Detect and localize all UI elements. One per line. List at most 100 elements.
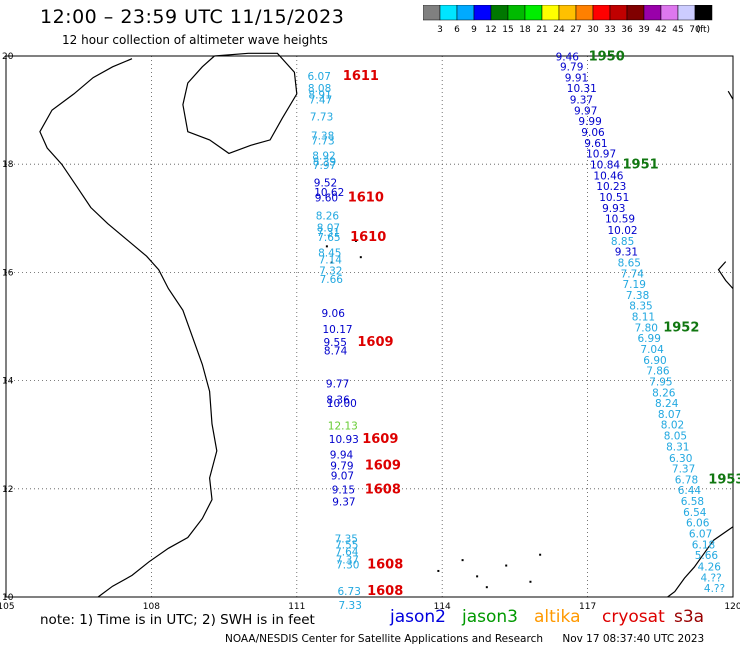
pass-time-label: 1610 xyxy=(348,191,384,206)
island xyxy=(505,564,508,567)
lon-tick-label: 114 xyxy=(434,602,451,612)
scale-label: 6 xyxy=(454,25,460,35)
swh-value: 9.94 xyxy=(330,450,354,462)
lat-tick-label: 14 xyxy=(2,377,14,387)
swh-value: 9.93 xyxy=(602,203,625,215)
swh-value: 8.92 xyxy=(312,150,335,162)
swh-value: 7.38 xyxy=(626,290,649,302)
scale-label: 39 xyxy=(638,25,650,35)
lat-tick-label: 18 xyxy=(2,160,14,170)
pass-time-label: 1610 xyxy=(350,230,386,245)
swh-value: 9.77 xyxy=(326,379,349,391)
pass-time-label: 1608 xyxy=(367,584,403,599)
swh-value: 9.52 xyxy=(314,177,337,189)
satellite-legend-altika: altika xyxy=(534,607,581,627)
swh-value: 10.46 xyxy=(593,170,623,182)
swh-value: 8.05 xyxy=(664,431,687,443)
scale-label: 27 xyxy=(570,25,581,35)
generated-timestamp: Nov 17 08:37:40 UTC 2023 xyxy=(562,633,705,645)
satellite-legend-s3a: s3a xyxy=(674,607,705,627)
swh-value: 7.38 xyxy=(311,130,334,142)
credit-text: NOAA/NESDIS Center for Satellite Applica… xyxy=(225,633,543,645)
island xyxy=(539,553,542,556)
scale-label: 9 xyxy=(471,25,477,35)
coastline xyxy=(182,52,298,155)
swh-value: 9.97 xyxy=(574,105,597,117)
satellite-legend-cryosat: cryosat xyxy=(602,607,665,627)
swh-value: 8.26 xyxy=(316,210,340,222)
coastline xyxy=(667,526,734,598)
scale-label: 21 xyxy=(536,25,547,35)
swh-value: 7.37 xyxy=(672,464,695,476)
swh-value: 6.90 xyxy=(643,355,666,367)
swh-value: 9.06 xyxy=(322,308,346,320)
pass-time-label: 1608 xyxy=(365,483,401,498)
swh-value: 9.07 xyxy=(331,471,354,483)
swh-value: 9.55 xyxy=(324,337,347,349)
swh-value: 7.97 xyxy=(313,160,336,172)
swh-value: 8.91 xyxy=(308,90,331,102)
scale-label: 70 xyxy=(689,25,701,35)
swh-value: 7.55 xyxy=(335,539,358,551)
swh-value: 7.95 xyxy=(649,377,672,389)
coastline xyxy=(39,58,218,598)
swh-value: 9.37 xyxy=(570,95,593,107)
island xyxy=(437,569,440,572)
coastline xyxy=(727,90,734,100)
swh-value: 10.00 xyxy=(327,398,357,410)
scale-unit: (ft) xyxy=(696,25,710,35)
swh-value: 6.44 xyxy=(678,485,702,497)
swh-value: 10.62 xyxy=(314,187,344,199)
pass-time-label: 1951 xyxy=(623,158,659,173)
swh-value: 10.97 xyxy=(586,149,616,161)
swh-value: 9.99 xyxy=(578,116,601,128)
pass-time-label: 1950 xyxy=(589,49,625,64)
chart-title: 12:00 – 23:59 UTC 11/15/2023 xyxy=(40,6,345,28)
scale-swatch xyxy=(694,5,713,21)
swh-value: 7.66 xyxy=(320,274,344,286)
swh-value: 6.78 xyxy=(675,474,698,486)
swh-value: 8.74 xyxy=(324,346,348,358)
swh-value: 9.15 xyxy=(332,485,355,497)
swh-value: 7.04 xyxy=(640,344,664,356)
island xyxy=(354,239,357,242)
scale-label: 18 xyxy=(519,25,531,35)
scale-label: 15 xyxy=(502,25,513,35)
swh-value: 4.26 xyxy=(698,562,722,574)
swh-value: 9.06 xyxy=(581,127,605,139)
lon-tick-label: 117 xyxy=(579,602,596,612)
swh-value: 8.35 xyxy=(629,301,652,313)
color-scale: 3 6 9 12 15 18 21 24 27 30 33 36 39 42 45 70(ft) xyxy=(423,5,713,35)
swh-value: 4.?? xyxy=(701,572,722,584)
scale-label: 33 xyxy=(604,25,615,35)
swh-value: 7.33 xyxy=(339,600,362,612)
island xyxy=(476,575,479,578)
scale-label: 42 xyxy=(655,25,666,35)
swh-value: 10.02 xyxy=(608,225,638,237)
lat-tick-label: 20 xyxy=(2,52,14,62)
lon-tick-label: 120 xyxy=(724,602,740,612)
swh-value: 9.79 xyxy=(330,460,353,472)
scale-label: 30 xyxy=(587,25,599,35)
swh-value: 7.73 xyxy=(311,136,334,148)
lat-tick-label: 12 xyxy=(2,485,13,495)
swh-value: 7.64 xyxy=(335,546,359,558)
coastline xyxy=(717,261,734,290)
swh-value: 8.45 xyxy=(318,248,341,260)
swh-value: 7.73 xyxy=(310,111,333,123)
swh-value: 9.31 xyxy=(615,247,638,259)
swh-value: 7.14 xyxy=(319,255,343,267)
swh-value: 9.61 xyxy=(584,138,607,150)
island xyxy=(529,580,532,583)
swh-value: 9.91 xyxy=(565,72,588,84)
swh-value: 7.80 xyxy=(635,322,658,334)
swh-value: 10.23 xyxy=(596,181,626,193)
lat-tick-label: 10 xyxy=(2,593,14,603)
swh-value: 10.59 xyxy=(605,214,635,226)
swh-value: 8.26 xyxy=(652,387,676,399)
scale-label: 36 xyxy=(621,25,633,35)
island xyxy=(325,245,328,248)
scale-label: 45 xyxy=(672,25,683,35)
swh-value: 6.18 xyxy=(692,539,715,551)
